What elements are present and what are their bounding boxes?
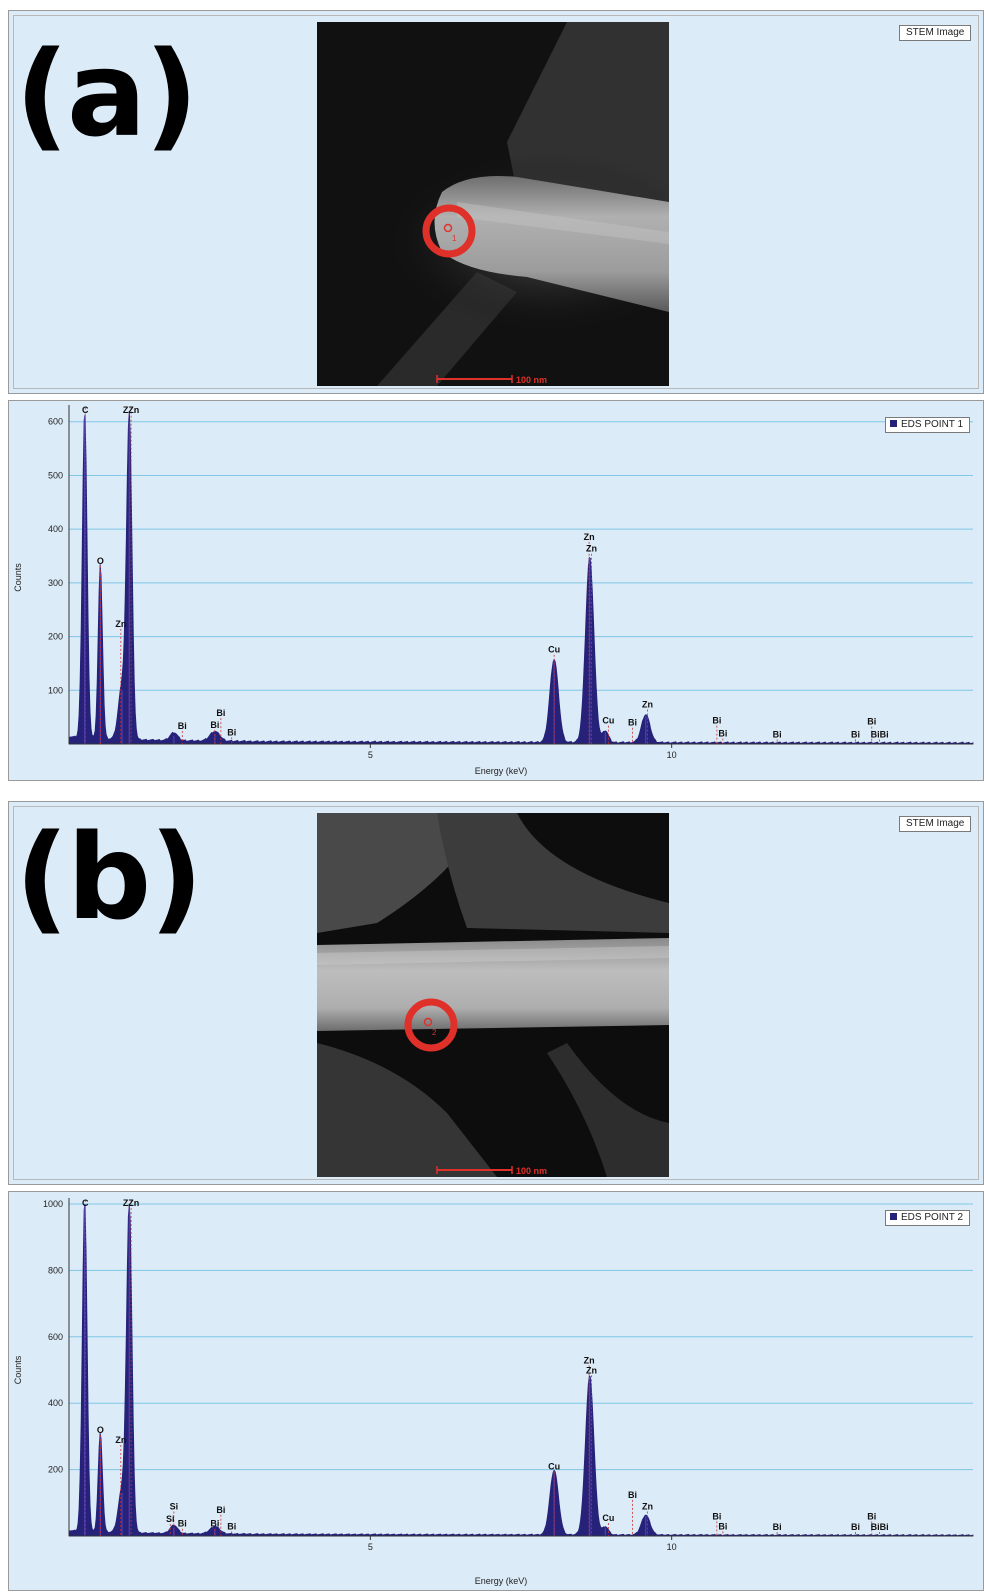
x-axis-label: Energy (keV) (475, 1576, 528, 1586)
peak-label: Bi (210, 1519, 219, 1529)
peak-label: O (97, 556, 104, 566)
peak-label: Bi (216, 1505, 225, 1515)
legend-eds-point-2: EDS POINT 2 (885, 1210, 971, 1226)
peak-label: Zn (115, 1435, 126, 1445)
y-tick-label: 1000 (43, 1199, 63, 1209)
legend-label-1: EDS POINT 1 (901, 419, 964, 430)
peak-label: Bi (712, 716, 721, 726)
peak-label: Si (170, 1501, 179, 1511)
y-tick-label: 400 (48, 524, 63, 534)
peak-label: Bi (178, 721, 187, 731)
peak-label: Cu (602, 1513, 614, 1523)
peak-label: Bi (628, 718, 637, 728)
eds-panel-1: 100 200 300 400 500 600 5 10 Energy (keV) Counts C… (8, 400, 984, 781)
y-tick-label: 600 (48, 1332, 63, 1342)
peak-label: Bi (718, 1521, 727, 1531)
peak-label: C (82, 1198, 89, 1208)
peak-label: Bi (773, 1522, 782, 1532)
peak-label: Bi (216, 708, 225, 718)
peak-label: Bi (227, 727, 236, 737)
peak-label: C (82, 405, 89, 415)
peak-label: BiBi (871, 730, 889, 740)
panel-label-b: (b) (15, 808, 203, 946)
peak-label: Bi (178, 1519, 187, 1529)
peak-label: Cu (548, 1462, 560, 1472)
spectrum-series (68, 410, 974, 745)
stem-panel-b: (b) STEM Image 2 100 nm (8, 801, 984, 1185)
peak-label: Cu (548, 645, 560, 655)
peak-label: Bi (712, 1511, 721, 1521)
eds-panel-2: 200 400 600 800 1000 5 10 Energy (keV) Counts C O Z… (8, 1191, 984, 1591)
eds-spectrum-chart-1: 100 200 300 400 500 600 5 10 Energy (keV) Counts C… (13, 405, 974, 776)
legend-label-2: EDS POINT 2 (901, 1212, 964, 1223)
stem-image-tag-a: STEM Image (899, 25, 972, 41)
y-tick-label: 200 (48, 632, 63, 642)
peak-label: Bi (227, 1521, 236, 1531)
peak-label: BiBi (871, 1522, 889, 1532)
legend-swatch-icon (890, 420, 897, 427)
peak-label: Bi (851, 1522, 860, 1532)
peak-label: ZZn (123, 1198, 140, 1208)
x-tick-label: 10 (667, 1542, 677, 1552)
stem-panel-a: (a) STEM Image 1 100 nm (8, 10, 984, 394)
panel-label-a: (a) (15, 25, 198, 163)
y-tick-label: 800 (48, 1265, 63, 1275)
point-marker-number-a: 1 (452, 234, 457, 243)
y-tick-label: 400 (48, 1398, 63, 1408)
peak-label: Bi (210, 720, 219, 730)
scalebar-label-b: 100 nm (516, 1166, 547, 1176)
y-tick-label: 100 (48, 685, 63, 695)
peak-label: ZZn (123, 405, 140, 415)
peak-label: Zn (115, 619, 126, 629)
x-tick-label: 5 (368, 750, 373, 760)
peak-label: Bi (773, 730, 782, 740)
peak-label: Zn (642, 699, 653, 709)
peak-label: Cu (602, 716, 614, 726)
peak-label: Bi (718, 728, 727, 738)
stem-image-a: 1 100 nm (317, 22, 669, 386)
peak-label: Zn (584, 1355, 595, 1365)
peak-label: O (97, 1425, 104, 1435)
peak-label: Bi (628, 1490, 637, 1500)
peak-label: Bi (867, 1511, 876, 1521)
legend-eds-point-1: EDS POINT 1 (885, 417, 971, 433)
point-marker-number-b: 2 (432, 1028, 437, 1037)
point-marker-ring-a (422, 204, 476, 258)
peak-label: Bi (867, 717, 876, 727)
plot-area (69, 405, 973, 744)
x-tick-label: 5 (368, 1542, 373, 1552)
x-axis-label: Energy (keV) (475, 766, 528, 776)
x-tick-label: 10 (667, 750, 677, 760)
stem-image-tag-b: STEM Image (899, 816, 972, 832)
y-tick-label: 600 (48, 417, 63, 427)
stem-panel-b-frame (13, 806, 979, 1180)
y-tick-label: 300 (48, 578, 63, 588)
eds-spectrum-chart-2: 200 400 600 800 1000 5 10 Energy (keV) Counts C O Z… (13, 1198, 974, 1586)
legend-swatch-icon (890, 1213, 897, 1220)
peak-label: Zn (586, 544, 597, 554)
y-tick-label: 200 (48, 1465, 63, 1475)
peak-label: Zn (586, 1365, 597, 1375)
peak-label: Bi (851, 730, 860, 740)
scalebar-label-a: 100 nm (516, 375, 547, 385)
point-marker-ring-b (404, 998, 458, 1052)
stem-panel-a-frame (13, 15, 979, 389)
stem-image-b: 2 100 nm (317, 813, 669, 1177)
peak-label: Zn (642, 1501, 653, 1511)
y-tick-label: 500 (48, 470, 63, 480)
peak-label: Zn (584, 532, 595, 542)
y-axis-label: Counts (13, 1355, 23, 1384)
peak-label: Si (166, 1514, 175, 1524)
y-axis-label: Counts (13, 563, 23, 592)
spectrum-series (68, 1203, 974, 1537)
plot-area (69, 1198, 973, 1536)
